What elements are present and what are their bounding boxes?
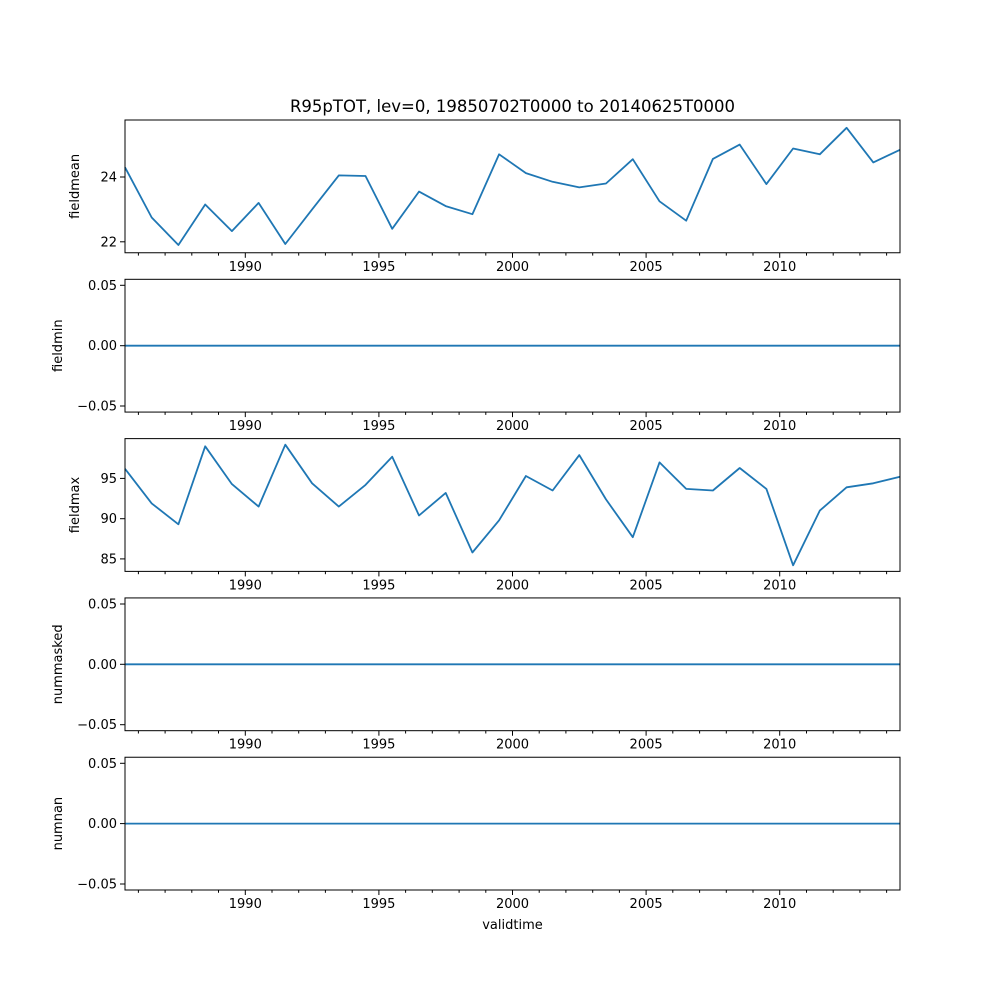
y-tick-label: 0.00 [88,817,117,832]
y-tick-label: 0.00 [88,658,117,673]
fieldmin-ylabel: fieldmin [51,319,66,372]
fieldmean-ylabel: fieldmean [68,154,83,219]
y-tick-label: 0.05 [88,598,117,613]
x-tick-label: 2005 [630,738,663,753]
fieldmean-line [124,126,901,246]
x-tick-label: 1995 [362,897,395,912]
subplot-numnan: 1990 1995 2000 2005 2010 0.05 0.00 −0.05 numnan [51,756,901,912]
x-tick-label: 2000 [496,419,529,434]
y-tick-label: 95 [100,472,117,487]
x-tick-label: 2000 [496,260,529,275]
x-tick-label: 2010 [763,578,796,593]
fieldmax-line [124,443,901,567]
nummasked-ylabel: nummasked [51,624,66,704]
y-tick-label: 0.05 [88,279,117,294]
x-tick-label: 2010 [763,260,796,275]
x-tick-label: 2005 [630,897,663,912]
axes-frame [124,119,901,254]
x-tick-label: 2005 [630,260,663,275]
x-tick-label: 2000 [496,738,529,753]
y-tick-label: −0.05 [77,878,117,893]
x-tick-label: 1990 [229,578,262,593]
subplot-fieldmin: 1990 1995 2000 2005 2010 0.05 0.00 −0.05 fieldmi… [51,279,901,434]
x-tick-label: 1990 [229,738,262,753]
y-tick-label: 0.00 [88,339,117,354]
x-tick-label: 2010 [763,419,796,434]
x-tick-label: 2005 [630,419,663,434]
x-tick-label: 2000 [496,897,529,912]
x-tick-label: 2010 [763,897,796,912]
subplot-fieldmean: 1990 1995 2000 2005 2010 22 24 fieldmean [68,119,901,275]
y-tick-label: 90 [100,512,117,527]
subplot-nummasked: 1990 1995 2000 2005 2010 0.05 0.00 −0.05 nummask… [51,597,901,753]
y-tick-label: 24 [100,171,117,186]
x-tick-label: 2010 [763,738,796,753]
x-tick-label: 1990 [229,897,262,912]
x-tick-label: 2000 [496,578,529,593]
figure-title: R95pTOT, lev=0, 19850702T0000 to 2014062… [290,97,735,116]
y-tick-label: 22 [100,235,117,250]
x-tick-label: 1995 [362,578,395,593]
fieldmax-ylabel: fieldmax [68,477,83,534]
x-axis-label: validtime [482,918,543,933]
x-tick-label: 1990 [229,260,262,275]
axes-frame [124,438,901,572]
y-tick-label: −0.05 [77,400,117,415]
numnan-ylabel: numnan [51,797,66,851]
subplot-fieldmax: 1990 1995 2000 2005 2010 85 90 95 fieldmax [68,438,901,593]
x-tick-label: 1995 [362,738,395,753]
x-tick-label: 1995 [362,260,395,275]
y-tick-label: −0.05 [77,718,117,733]
x-tick-label: 1995 [362,419,395,434]
y-tick-label: 0.05 [88,757,117,772]
x-tick-label: 1990 [229,419,262,434]
y-tick-label: 85 [100,552,117,567]
x-tick-label: 2005 [630,578,663,593]
